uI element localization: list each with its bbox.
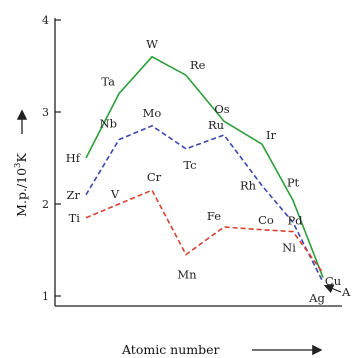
- point-label-cr: Cr: [147, 170, 162, 184]
- point-label-fe: Fe: [207, 209, 221, 223]
- au-pointer-arrow: [323, 284, 342, 294]
- series-lines: [85, 55, 324, 283]
- point-label-os: Os: [214, 102, 229, 116]
- point-labels: Hf Ta W Re Os Ir Pt Zr Nb Mo Tc Ru Rh Pd Ag Ti V Cr Mn Fe Co…: [66, 37, 341, 305]
- point-label-cu: Cu: [325, 274, 341, 288]
- y-tick-label: 3: [42, 106, 49, 119]
- point-label-ta: Ta: [101, 75, 115, 89]
- point-label-w: W: [146, 37, 158, 51]
- y-tick-label: 2: [42, 198, 49, 211]
- point-label-pd: Pd: [287, 213, 303, 227]
- y-tick-label: 1: [42, 290, 49, 303]
- point-label-hf: Hf: [66, 151, 81, 165]
- y-ticks: 1 2 3 4: [42, 14, 61, 303]
- series-line-1: [85, 124, 324, 283]
- point-label-tc: Tc: [183, 158, 196, 172]
- series-line-2: [85, 189, 324, 274]
- svg-text:M.p./103K: M.p./103K: [13, 153, 29, 217]
- point-label-nb: Nb: [100, 117, 117, 131]
- point-label-v: V: [110, 187, 120, 201]
- point-label-ir: Ir: [266, 128, 277, 142]
- point-label-ni: Ni: [282, 241, 296, 255]
- y-axis-title: M.p./103K: [13, 153, 29, 217]
- point-label-rh: Rh: [240, 179, 257, 193]
- point-label-ti: Ti: [69, 211, 81, 225]
- y-tick-label: 4: [42, 14, 49, 27]
- x-axis-title: Atomic number: [121, 342, 220, 357]
- point-label-mn: Mn: [177, 268, 197, 282]
- point-label-ag: Ag: [308, 291, 325, 305]
- point-label-re: Re: [190, 58, 206, 72]
- point-label-pt: Pt: [287, 175, 300, 189]
- point-label-co: Co: [258, 213, 274, 227]
- point-label-mo: Mo: [143, 106, 162, 120]
- point-label-ru: Ru: [208, 118, 224, 132]
- au-pointer-label: A: [341, 285, 351, 299]
- point-label-zr: Zr: [67, 188, 81, 202]
- series-line-0: [85, 55, 324, 278]
